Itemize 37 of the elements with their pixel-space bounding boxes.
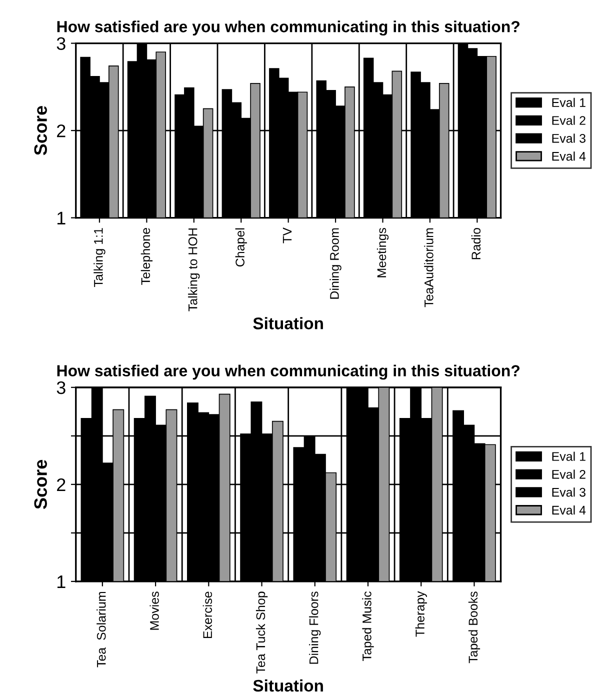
x-tick-label: Movies (150, 592, 159, 630)
y-tick-label: 1 (57, 576, 66, 588)
x-tick-label: Therapy (415, 591, 427, 637)
chart-title: How satisfied are you when communicating in this situation? (57, 364, 520, 380)
legend-label: Eval 2 (552, 116, 586, 125)
x-tick-label: TV (282, 228, 292, 244)
legend-label: Eval 1 (552, 452, 586, 461)
x-tick-label: Exercise (202, 592, 212, 638)
x-tick-label: Talking 1:1 (94, 228, 106, 287)
legend-label: Eval 4 (552, 505, 586, 515)
y-tick-label: 2 (57, 124, 66, 138)
legend-label: Eval 4 (552, 152, 586, 161)
legend-label: Eval 2 (552, 470, 586, 479)
y-tick-label: 2 (57, 478, 66, 491)
x-tick-label: Tea Solarium (96, 592, 106, 668)
y-tick-label: 3 (56, 37, 66, 50)
legend-label: Eval 3 (552, 488, 586, 497)
x-tick-label: TeaAuditorium (424, 228, 434, 308)
x-tick-label: Meetings (376, 228, 389, 278)
x-tick-label: Radio (471, 228, 481, 260)
y-tick-label: 1 (57, 212, 66, 224)
y-axis-title: Score (34, 106, 47, 156)
x-axis-title: Situation (253, 317, 323, 330)
legend-label: Eval 1 (552, 98, 586, 108)
x-tick-label: Telephone (140, 228, 153, 285)
x-tick-label: Tea Tuck Shop (256, 592, 268, 674)
y-axis-title: Score (34, 460, 47, 509)
y-tick-label: 3 (56, 381, 66, 394)
chart-title: How satisfied are you when communicating in this situation? (57, 20, 520, 36)
legend-label: Eval 3 (552, 134, 586, 143)
x-tick-label: Dining Floors (309, 592, 321, 664)
x-tick-label: Dining Room (330, 228, 342, 299)
x-tick-label: Taped Music (362, 591, 374, 662)
x-tick-label: Chapel (235, 228, 247, 266)
x-tick-label: Taped Books (468, 592, 480, 664)
x-tick-label: Talking to HOH (188, 228, 200, 312)
x-axis-title: Situation (253, 679, 323, 692)
